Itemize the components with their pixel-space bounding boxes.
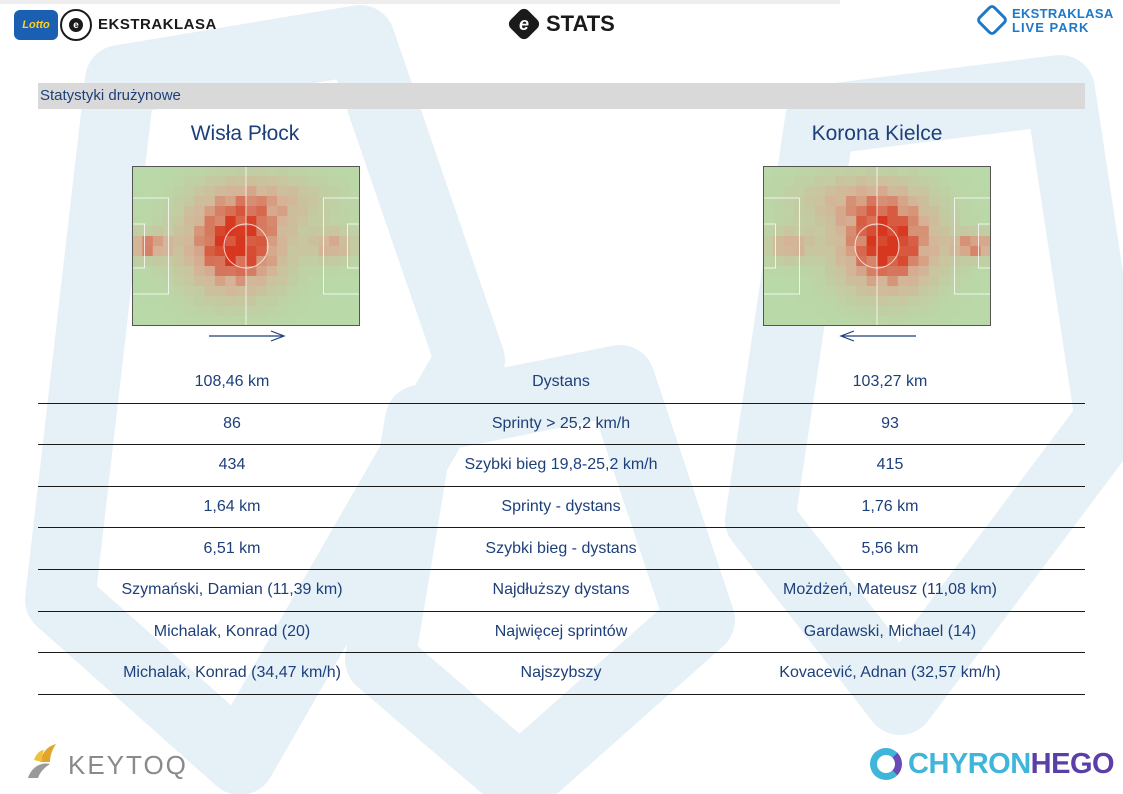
stat-row-fast-runs: 434 Szybki bieg 19,8-25,2 km/h 415 bbox=[38, 445, 1085, 487]
home-stat-value: Michalak, Konrad (20) bbox=[153, 622, 311, 640]
away-stat-value: Kovacević, Adnan (32,57 km/h) bbox=[779, 664, 1001, 682]
live-park-badge-icon bbox=[975, 3, 1009, 37]
league-logo-text: EKSTRAKLASA bbox=[98, 16, 217, 33]
stat-row-sprints: 86 Sprinty > 25,2 km/h 93 bbox=[38, 404, 1085, 446]
home-stat-value: Michalak, Konrad (34,47 km/h) bbox=[123, 664, 341, 682]
section-title-bar: Statystyki drużynowe bbox=[38, 83, 1085, 109]
stat-row-most-sprints: Michalak, Konrad (20) Najwięcej sprintów… bbox=[38, 612, 1085, 654]
away-stat-value: 1,76 km bbox=[861, 498, 919, 516]
chyron-part1: CHYRON bbox=[908, 748, 1031, 780]
chyronhego-logo-text: CHYRONHEGO bbox=[908, 748, 1115, 781]
home-stat-value: 108,46 km bbox=[194, 373, 270, 391]
home-team-name: Wisła Płock bbox=[190, 122, 300, 145]
away-heatmap bbox=[763, 166, 991, 326]
away-stat-value: 415 bbox=[876, 456, 904, 474]
live-park-line2: LIVE PARK bbox=[1012, 20, 1090, 35]
ekstraklasa-lotto-logo: Lotto e EKSTRAKLASA bbox=[14, 8, 216, 42]
stat-row-distance: 108,46 km Dystans 103,27 km bbox=[38, 362, 1085, 404]
stat-row-fastest: Michalak, Konrad (34,47 km/h) Najszybszy… bbox=[38, 653, 1085, 695]
ball-icon: e bbox=[60, 9, 92, 41]
team-stats-table: 108,46 km Dystans 103,27 km 86 Sprinty >… bbox=[38, 362, 1085, 695]
live-park-line1: EKSTRAKLASA bbox=[1012, 6, 1114, 21]
away-stat-value: Możdżeń, Mateusz (11,08 km) bbox=[782, 581, 997, 599]
stat-label: Sprinty - dystans bbox=[501, 498, 621, 516]
stat-label: Sprinty > 25,2 km/h bbox=[491, 414, 631, 432]
stat-label: Najwięcej sprintów bbox=[494, 622, 628, 640]
away-team-name: Korona Kielce bbox=[811, 122, 943, 145]
home-stat-value: Szymański, Damian (11,39 km) bbox=[121, 581, 343, 599]
section-title: Statystyki drużynowe bbox=[40, 87, 181, 104]
home-stat-value: 6,51 km bbox=[203, 539, 261, 557]
home-attack-direction-arrow-icon bbox=[207, 328, 287, 344]
keytoq-logo-text: KEYTOQ bbox=[68, 750, 188, 780]
chyronhego-logo: CHYRONHEGO bbox=[868, 744, 1115, 788]
home-stat-value: 434 bbox=[218, 456, 246, 474]
away-attack-direction-arrow-icon bbox=[838, 328, 918, 344]
ekstraklasa-live-park-logo: EKSTRAKLASA LIVE PARK bbox=[975, 3, 1116, 40]
away-stat-value: Gardawski, Michael (14) bbox=[803, 622, 977, 640]
stat-label: Szybki bieg 19,8-25,2 km/h bbox=[464, 456, 658, 474]
home-heatmap bbox=[132, 166, 360, 326]
keytoq-bird-icon bbox=[28, 744, 56, 778]
stat-label: Najdłuższy dystans bbox=[492, 581, 630, 599]
away-stat-value: 93 bbox=[881, 414, 899, 432]
lotto-badge: Lotto bbox=[14, 10, 58, 40]
away-stat-value: 5,56 km bbox=[861, 539, 919, 557]
keytoq-logo: KEYTOQ bbox=[22, 740, 186, 784]
stat-row-longest-distance: Szymański, Damian (11,39 km) Najdłuższy … bbox=[38, 570, 1085, 612]
chyronhego-ring-icon bbox=[870, 748, 902, 780]
home-stat-value: 1,64 km bbox=[203, 498, 261, 516]
stat-row-fast-run-distance: 6,51 km Szybki bieg - dystans 5,56 km bbox=[38, 528, 1085, 570]
stat-label: Najszybszy bbox=[520, 664, 602, 682]
stat-row-sprint-distance: 1,64 km Sprinty - dystans 1,76 km bbox=[38, 487, 1085, 529]
stat-label: Dystans bbox=[532, 373, 590, 391]
home-stat-value: 86 bbox=[223, 414, 241, 432]
stat-label: Szybki bieg - dystans bbox=[485, 539, 637, 557]
estats-badge-letter: e bbox=[518, 13, 529, 34]
estats-logo-text: STATS bbox=[546, 11, 615, 36]
chyron-part2: HEGO bbox=[1030, 748, 1115, 780]
estats-logo: e STATS bbox=[506, 6, 618, 42]
away-stat-value: 103,27 km bbox=[852, 373, 928, 391]
